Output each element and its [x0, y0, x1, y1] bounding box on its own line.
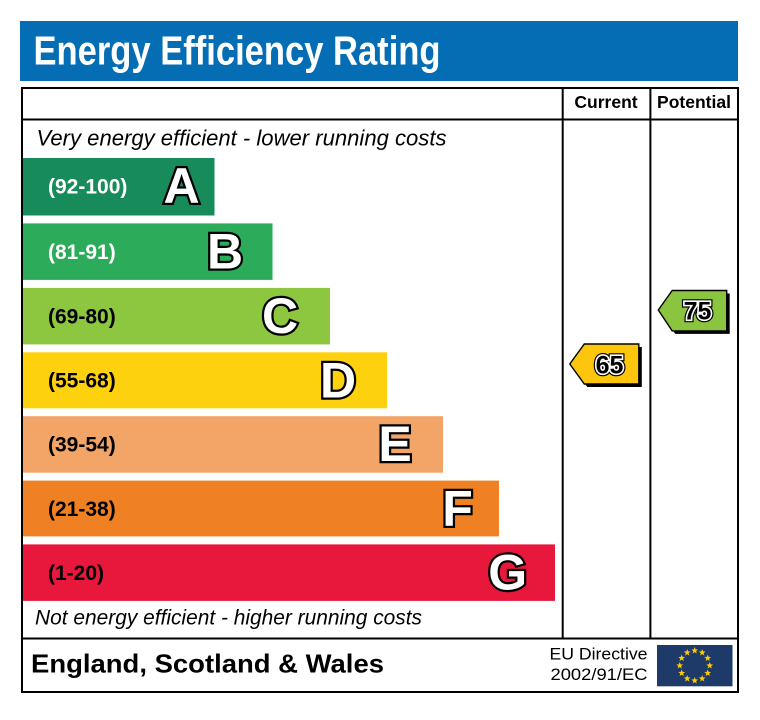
svg-text:(55-68): (55-68)	[48, 370, 116, 393]
svg-text:Very energy efficient - lower: Very energy efficient - lower running co…	[37, 126, 447, 151]
svg-text:(69-80): (69-80)	[48, 305, 116, 328]
svg-text:C: C	[262, 288, 298, 344]
svg-text:B: B	[207, 223, 243, 279]
svg-text:(21-38): (21-38)	[48, 498, 116, 521]
svg-text:Current: Current	[574, 92, 637, 112]
svg-text:(81-91): (81-91)	[48, 241, 116, 264]
svg-text:Potential: Potential	[657, 92, 731, 112]
svg-text:Energy Efficiency Rating: Energy Efficiency Rating	[34, 28, 441, 74]
svg-text:England, Scotland & Wales: England, Scotland & Wales	[31, 649, 384, 679]
svg-text:F: F	[442, 481, 473, 537]
svg-text:(1-20): (1-20)	[48, 562, 104, 585]
svg-text:G: G	[488, 544, 527, 600]
svg-text:E: E	[378, 416, 411, 472]
svg-text:(39-54): (39-54)	[48, 434, 116, 457]
svg-text:EU Directive: EU Directive	[550, 644, 648, 663]
svg-text:2002/91/EC: 2002/91/EC	[551, 665, 648, 684]
svg-text:D: D	[320, 352, 356, 408]
svg-text:65: 65	[596, 351, 624, 379]
svg-text:75: 75	[684, 297, 712, 325]
svg-text:65: 65	[596, 351, 624, 379]
svg-text:(92-100): (92-100)	[48, 175, 127, 198]
svg-text:75: 75	[684, 297, 712, 325]
svg-text:A: A	[163, 158, 199, 214]
svg-text:Not energy efficient - higher: Not energy efficient - higher running co…	[35, 607, 422, 630]
